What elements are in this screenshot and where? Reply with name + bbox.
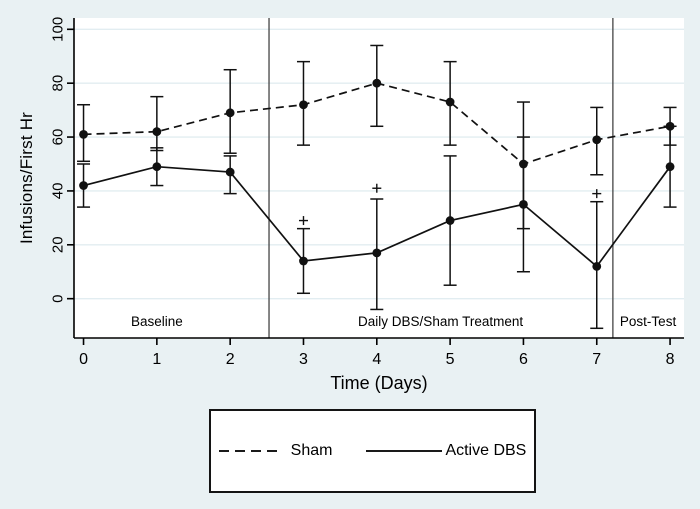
y-axis-ticks: 0 20 40 60 80 100 bbox=[50, 17, 74, 303]
x-tick-label: 1 bbox=[152, 351, 161, 368]
plot-area: 0 20 40 60 80 100 0 1 2 3 4 5 6 7 8 Baseline Daily DBS/S… bbox=[50, 17, 684, 368]
data-point-marker bbox=[372, 248, 382, 258]
phase-label: Daily DBS/Sham Treatment bbox=[358, 314, 523, 329]
x-tick-label: 2 bbox=[226, 351, 235, 368]
sham-dashed-line-sample bbox=[218, 450, 283, 452]
x-axis-title: Time (Days) bbox=[330, 373, 428, 393]
data-point-marker bbox=[225, 108, 235, 118]
plus-markers bbox=[298, 183, 602, 226]
x-tick-label: 7 bbox=[592, 351, 601, 368]
data-point-marker bbox=[152, 127, 162, 137]
data-point-marker bbox=[665, 162, 675, 172]
plot-background bbox=[74, 18, 684, 338]
x-tick-label: 0 bbox=[79, 351, 88, 368]
x-tick-label: 8 bbox=[666, 351, 675, 368]
legend-label-active-dbs: Active DBS bbox=[445, 442, 527, 459]
data-point-marker bbox=[79, 129, 88, 139]
phase-labels: Baseline Daily DBS/Sham Treatment Post-Tes… bbox=[131, 314, 677, 329]
x-tick-label: 3 bbox=[299, 351, 308, 368]
data-point-marker bbox=[445, 97, 455, 107]
data-point-marker bbox=[152, 162, 162, 172]
phase-label: Baseline bbox=[131, 314, 183, 329]
data-point-marker bbox=[445, 216, 455, 225]
data-point-marker bbox=[592, 135, 602, 145]
data-point-marker bbox=[225, 167, 235, 177]
y-tick-label: 40 bbox=[50, 183, 67, 200]
data-point-marker bbox=[372, 78, 382, 88]
y-tick-label: 20 bbox=[50, 236, 67, 253]
legend-item-sham: Sham bbox=[218, 442, 333, 460]
data-point-marker bbox=[519, 199, 528, 209]
x-tick-label: 5 bbox=[446, 351, 455, 368]
legend: Sham Active DBS bbox=[209, 409, 536, 493]
active-dbs-solid-line-sample bbox=[366, 450, 443, 452]
data-point-marker bbox=[299, 100, 308, 110]
series-sham bbox=[77, 44, 677, 230]
y-tick-label: 60 bbox=[50, 129, 67, 146]
y-tick-label: 100 bbox=[50, 17, 67, 42]
x-tick-label: 4 bbox=[372, 351, 381, 368]
phase-separator-lines bbox=[268, 18, 614, 338]
axes bbox=[73, 18, 684, 339]
y-tick-label: 80 bbox=[50, 75, 67, 92]
phase-label: Post-Test bbox=[620, 314, 677, 329]
legend-label-sham: Sham bbox=[290, 442, 333, 459]
data-point-marker bbox=[592, 261, 602, 271]
data-point-marker bbox=[299, 256, 308, 266]
legend-item-active-dbs: Active DBS bbox=[366, 442, 526, 460]
y-axis-title: Infusions/First Hr bbox=[17, 111, 36, 245]
series-active-dbs bbox=[77, 125, 677, 330]
y-tick-label: 0 bbox=[50, 295, 67, 303]
x-axis-ticks: 0 1 2 3 4 5 6 7 8 bbox=[79, 338, 675, 368]
x-tick-label: 6 bbox=[519, 351, 528, 368]
data-point-marker bbox=[79, 181, 88, 190]
